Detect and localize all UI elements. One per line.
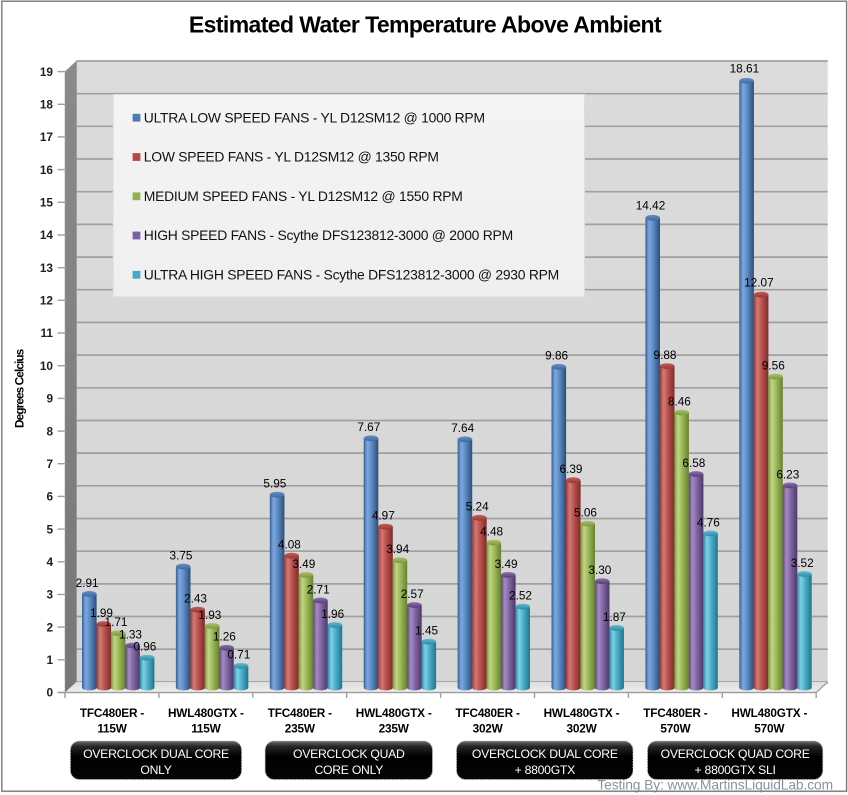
svg-text:2.57: 2.57 xyxy=(401,587,424,601)
svg-text:7: 7 xyxy=(46,457,53,471)
svg-text:1.96: 1.96 xyxy=(321,607,344,621)
svg-text:Degrees Celcius: Degrees Celcius xyxy=(13,348,27,428)
svg-text:5.95: 5.95 xyxy=(263,477,286,491)
svg-text:7.67: 7.67 xyxy=(357,420,380,434)
svg-text:2: 2 xyxy=(46,620,53,634)
svg-text:115W: 115W xyxy=(97,722,127,736)
svg-text:3: 3 xyxy=(46,588,53,602)
svg-text:12: 12 xyxy=(40,294,54,308)
svg-text:19: 19 xyxy=(40,65,54,79)
svg-text:18.61: 18.61 xyxy=(730,62,760,76)
svg-text:Testing By: www.MartinsLiquidL: Testing By: www.MartinsLiquidLab.com xyxy=(597,778,833,793)
svg-text:9.56: 9.56 xyxy=(762,359,785,373)
svg-text:2.43: 2.43 xyxy=(184,592,207,606)
svg-text:11: 11 xyxy=(41,326,54,340)
svg-text:235W: 235W xyxy=(379,722,410,736)
svg-text:14: 14 xyxy=(40,228,54,242)
svg-text:10: 10 xyxy=(40,359,54,373)
svg-text:6: 6 xyxy=(46,490,53,504)
svg-text:115W: 115W xyxy=(191,722,221,736)
svg-text:0.71: 0.71 xyxy=(227,648,250,662)
svg-text:5.24: 5.24 xyxy=(466,500,489,514)
svg-text:1.33: 1.33 xyxy=(119,627,142,641)
svg-text:3.52: 3.52 xyxy=(791,556,814,570)
svg-text:4: 4 xyxy=(46,555,53,569)
svg-text:4.97: 4.97 xyxy=(372,509,395,523)
svg-text:0: 0 xyxy=(46,686,53,700)
svg-text:3.75: 3.75 xyxy=(170,548,193,562)
svg-text:ULTRA LOW SPEED FANS - YL D12S: ULTRA LOW SPEED FANS - YL D12SM12 @ 1000… xyxy=(144,109,485,125)
svg-text:302W: 302W xyxy=(566,722,597,736)
svg-text:4.76: 4.76 xyxy=(697,515,720,529)
svg-text:5: 5 xyxy=(46,522,53,536)
svg-text:570W: 570W xyxy=(660,722,691,736)
svg-text:3.49: 3.49 xyxy=(292,557,315,571)
svg-text:OVERCLOCK QUAD CORE: OVERCLOCK QUAD CORE xyxy=(661,747,810,761)
svg-text:CORE ONLY: CORE ONLY xyxy=(314,763,383,777)
svg-text:6.58: 6.58 xyxy=(682,456,705,470)
svg-text:Estimated Water Temperature Ab: Estimated Water Temperature Above Ambien… xyxy=(189,12,662,38)
svg-text:ONLY: ONLY xyxy=(140,763,171,777)
svg-text:235W: 235W xyxy=(285,722,316,736)
svg-text:16: 16 xyxy=(40,163,54,177)
svg-text:15: 15 xyxy=(40,196,54,210)
svg-text:2.71: 2.71 xyxy=(307,582,330,596)
svg-text:HWL480GTX -: HWL480GTX - xyxy=(356,706,432,720)
svg-text:302W: 302W xyxy=(473,722,504,736)
svg-text:6.39: 6.39 xyxy=(560,462,583,476)
svg-text:1.99: 1.99 xyxy=(90,606,113,620)
svg-text:3.49: 3.49 xyxy=(495,557,518,571)
svg-text:TFC480ER -: TFC480ER - xyxy=(80,706,144,720)
svg-text:18: 18 xyxy=(40,98,54,112)
svg-text:OVERCLOCK QUAD: OVERCLOCK QUAD xyxy=(293,747,405,761)
svg-text:570W: 570W xyxy=(754,722,785,736)
svg-text:0.96: 0.96 xyxy=(133,640,156,654)
svg-text:8.46: 8.46 xyxy=(668,394,691,408)
svg-text:HWL480GTX -: HWL480GTX - xyxy=(544,706,620,720)
svg-text:9.88: 9.88 xyxy=(654,348,677,362)
svg-text:7.64: 7.64 xyxy=(451,421,474,435)
svg-text:3.30: 3.30 xyxy=(588,563,611,577)
svg-text:1.93: 1.93 xyxy=(198,608,221,622)
svg-text:14.42: 14.42 xyxy=(636,199,666,213)
svg-text:ULTRA HIGH SPEED FANS - Scythe: ULTRA HIGH SPEED FANS - Scythe DFS123812… xyxy=(144,266,559,282)
svg-text:1: 1 xyxy=(46,653,53,667)
svg-text:TFC480ER -: TFC480ER - xyxy=(455,706,519,720)
svg-text:1.71: 1.71 xyxy=(105,615,128,629)
svg-text:4.08: 4.08 xyxy=(278,538,301,552)
svg-text:4.48: 4.48 xyxy=(480,525,503,539)
svg-text:1.26: 1.26 xyxy=(213,630,236,644)
svg-text:5.06: 5.06 xyxy=(574,506,597,520)
svg-text:TFC480ER -: TFC480ER - xyxy=(643,706,707,720)
svg-text:1.45: 1.45 xyxy=(415,624,438,638)
svg-text:Testing By: www.MartinsLiquidL: Testing By: www.MartinsLiquidLab.com xyxy=(598,779,834,794)
svg-text:TFC480ER -: TFC480ER - xyxy=(268,706,332,720)
svg-text:+ 8800GTX SLI: + 8800GTX SLI xyxy=(695,763,776,777)
svg-text:13: 13 xyxy=(40,261,54,275)
svg-text:8: 8 xyxy=(46,424,53,438)
svg-text:2.52: 2.52 xyxy=(509,589,532,603)
svg-text:OVERCLOCK DUAL CORE: OVERCLOCK DUAL CORE xyxy=(472,747,618,761)
svg-text:2.91: 2.91 xyxy=(76,576,99,590)
svg-text:3.94: 3.94 xyxy=(386,542,409,556)
svg-text:OVERCLOCK DUAL CORE: OVERCLOCK DUAL CORE xyxy=(83,747,229,761)
svg-text:MEDIUM SPEED FANS - YL D12SM12: MEDIUM SPEED FANS - YL D12SM12 @ 1550 RP… xyxy=(144,188,463,204)
svg-text:12.07: 12.07 xyxy=(744,276,774,290)
svg-text:6.23: 6.23 xyxy=(776,467,799,481)
svg-text:HWL480GTX -: HWL480GTX - xyxy=(731,706,807,720)
svg-text:+ 8800GTX: + 8800GTX xyxy=(515,763,576,777)
svg-text:17: 17 xyxy=(40,130,54,144)
svg-text:1.87: 1.87 xyxy=(603,610,626,624)
svg-text:HIGH SPEED FANS - Scythe DFS12: HIGH SPEED FANS - Scythe DFS123812-3000 … xyxy=(144,227,513,243)
svg-text:LOW SPEED FANS - YL D12SM12 @: LOW SPEED FANS - YL D12SM12 @ 1350 RPM xyxy=(144,149,439,165)
svg-text:9.86: 9.86 xyxy=(545,349,568,363)
svg-text:HWL480GTX -: HWL480GTX - xyxy=(168,706,244,720)
svg-text:9: 9 xyxy=(46,392,53,406)
